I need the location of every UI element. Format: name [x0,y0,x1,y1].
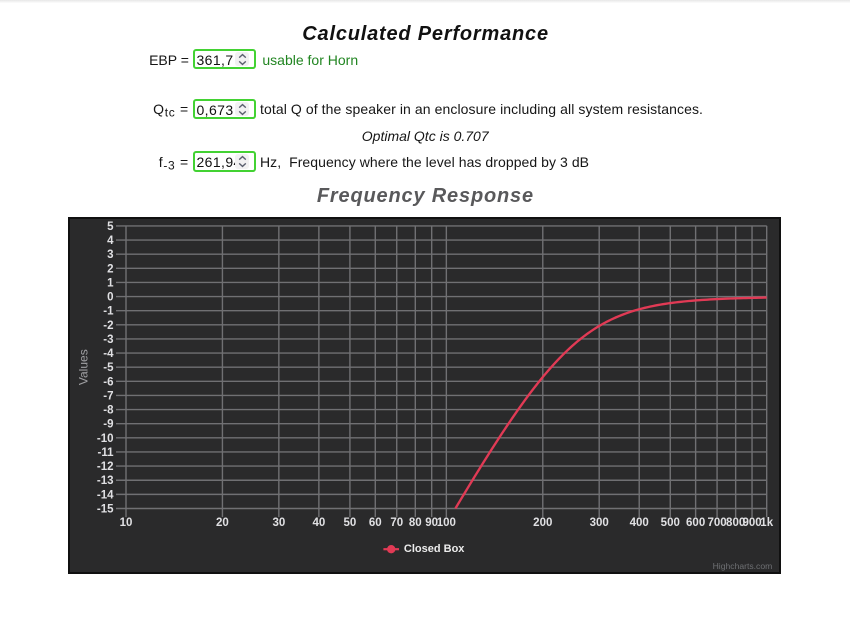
svg-text:800: 800 [726,517,745,529]
svg-text:-2: -2 [103,319,113,331]
svg-text:-11: -11 [98,446,115,458]
svg-text:-15: -15 [97,503,114,515]
svg-text:3: 3 [107,249,113,261]
svg-text:Highcharts.com: Highcharts.com [713,560,773,570]
svg-text:0: 0 [107,291,113,303]
svg-text:-4: -4 [103,348,114,360]
svg-text:100: 100 [437,517,456,529]
svg-text:-9: -9 [103,418,113,430]
svg-text:4: 4 [107,235,114,247]
svg-text:900: 900 [742,517,761,529]
svg-text:5: 5 [107,220,114,232]
svg-text:-6: -6 [103,376,113,388]
svg-text:2: 2 [107,263,113,275]
svg-text:Values: Values [77,349,91,385]
svg-text:600: 600 [686,517,705,529]
svg-text:-3: -3 [103,333,113,345]
svg-text:1: 1 [107,277,114,289]
svg-text:-13: -13 [97,475,114,487]
svg-text:70: 70 [390,517,403,529]
svg-text:700: 700 [707,517,726,529]
svg-text:Closed Box: Closed Box [404,543,465,555]
svg-text:40: 40 [312,517,325,529]
svg-text:60: 60 [369,517,382,529]
svg-text:500: 500 [661,517,680,529]
svg-text:400: 400 [630,517,649,529]
svg-text:1k: 1k [760,517,773,529]
svg-text:80: 80 [409,517,422,529]
svg-text:-12: -12 [97,461,114,473]
svg-text:30: 30 [272,517,285,529]
svg-text:200: 200 [533,517,552,529]
svg-text:300: 300 [590,517,609,529]
svg-text:-5: -5 [103,362,114,374]
svg-text:-10: -10 [97,432,114,444]
svg-text:-14: -14 [97,489,114,501]
svg-text:-1: -1 [103,305,114,317]
svg-text:50: 50 [344,517,357,529]
svg-text:20: 20 [216,517,229,529]
svg-text:-7: -7 [103,390,113,402]
svg-text:10: 10 [120,517,133,529]
svg-text:-8: -8 [103,404,114,416]
svg-text:90: 90 [425,517,438,529]
